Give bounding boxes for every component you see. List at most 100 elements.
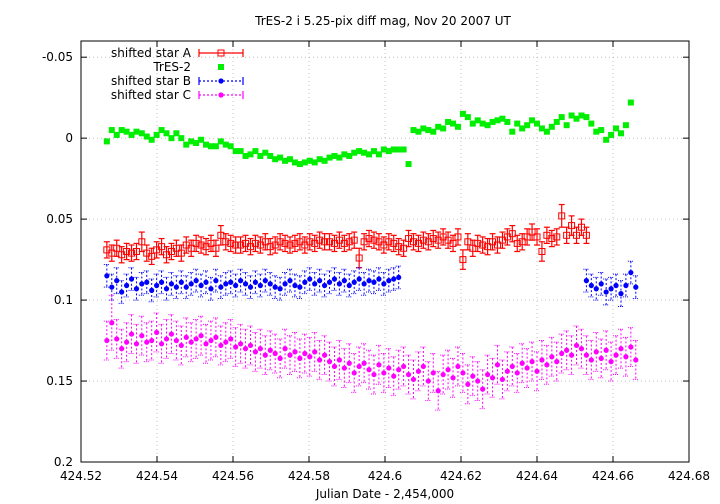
point-shifted-star-a <box>558 212 566 220</box>
point-shifted-star-b <box>198 282 204 289</box>
legend-marker-shifted-star-c <box>218 92 224 98</box>
point-tres-2 <box>430 128 437 135</box>
point-shifted-star-b <box>247 284 254 290</box>
point-shifted-star-c <box>282 346 288 352</box>
point-shifted-star-b <box>282 281 288 287</box>
point-shifted-star-c <box>297 355 303 361</box>
point-shifted-star-c <box>109 320 115 326</box>
point-tres-2 <box>445 118 452 125</box>
point-shifted-star-b <box>361 281 367 287</box>
point-shifted-star-c <box>598 355 604 361</box>
point-shifted-star-b <box>277 286 283 292</box>
point-shifted-star-b <box>203 279 209 285</box>
point-shifted-star-c <box>539 357 545 363</box>
point-shifted-star-c <box>198 333 204 339</box>
point-shifted-star-c <box>440 371 446 378</box>
point-shifted-star-a <box>355 254 363 262</box>
point-tres-2 <box>519 125 526 132</box>
point-shifted-star-a <box>395 243 403 251</box>
point-shifted-star-c <box>183 334 189 340</box>
point-tres-2 <box>247 151 254 158</box>
point-tres-2 <box>257 152 264 159</box>
point-shifted-star-c <box>633 357 639 363</box>
point-tres-2 <box>627 99 634 106</box>
point-shifted-star-a <box>508 230 516 238</box>
point-tres-2 <box>573 115 580 122</box>
point-tres-2 <box>588 120 595 127</box>
point-tres-2 <box>356 148 363 155</box>
point-shifted-star-b <box>104 273 110 279</box>
point-tres-2 <box>331 152 338 159</box>
point-tres-2 <box>301 159 308 166</box>
point-shifted-star-a <box>291 239 299 247</box>
point-shifted-star-c <box>554 359 560 365</box>
legend-label-shifted-star-c: shifted star C <box>111 88 191 102</box>
point-shifted-star-a <box>449 239 457 247</box>
point-tres-2 <box>291 159 298 166</box>
point-shifted-star-c <box>371 371 377 378</box>
point-tres-2 <box>262 149 269 156</box>
point-shifted-star-c <box>583 352 590 358</box>
point-shifted-star-b <box>128 276 135 282</box>
legend-marker-tres-2 <box>218 64 224 70</box>
point-shifted-star-c <box>568 352 575 358</box>
point-tres-2 <box>173 130 180 137</box>
point-shifted-star-c <box>509 363 515 370</box>
point-tres-2 <box>217 138 224 145</box>
point-shifted-star-c <box>504 368 510 374</box>
point-shifted-star-c <box>489 375 496 381</box>
point-tres-2 <box>459 110 466 117</box>
point-shifted-star-b <box>593 286 599 292</box>
point-tres-2 <box>237 148 244 155</box>
x-tick-label: 424.64 <box>516 469 558 483</box>
point-shifted-star-b <box>178 279 184 285</box>
point-tres-2 <box>464 114 471 121</box>
point-shifted-star-c <box>128 331 135 337</box>
point-shifted-star-b <box>223 281 229 287</box>
y-tick-label: 0.15 <box>46 374 73 388</box>
point-shifted-star-b <box>336 281 342 287</box>
point-shifted-star-c <box>524 365 530 371</box>
x-axis-label: Julian Date - 2,454,000 <box>315 487 454 501</box>
point-tres-2 <box>410 127 417 134</box>
point-shifted-star-c <box>139 333 145 339</box>
point-shifted-star-a <box>582 231 590 239</box>
point-shifted-star-b <box>252 279 259 285</box>
point-shifted-star-b <box>173 284 179 290</box>
point-shifted-star-c <box>203 341 209 347</box>
point-shifted-star-c <box>104 337 110 344</box>
point-shifted-star-a <box>276 238 284 246</box>
series-tres-2 <box>103 99 634 168</box>
point-tres-2 <box>375 151 382 158</box>
point-shifted-star-c <box>564 347 570 353</box>
point-shifted-star-b <box>302 279 308 285</box>
point-shifted-star-a <box>286 241 294 249</box>
point-tres-2 <box>514 120 521 127</box>
point-shifted-star-a <box>410 238 417 246</box>
point-shifted-star-b <box>272 284 278 290</box>
point-shifted-star-b <box>396 274 402 281</box>
point-shifted-star-b <box>356 276 362 282</box>
legend-label-tres-2: TrES-2 <box>152 60 191 74</box>
series-layer <box>103 99 639 411</box>
point-tres-2 <box>108 127 115 134</box>
point-shifted-star-c <box>233 344 239 350</box>
point-tres-2 <box>529 117 536 124</box>
point-shifted-star-b <box>297 284 303 290</box>
point-shifted-star-c <box>267 347 273 353</box>
point-shifted-star-a <box>108 249 116 257</box>
point-shifted-star-c <box>178 342 184 349</box>
point-shifted-star-b <box>371 279 377 285</box>
point-shifted-star-a <box>528 228 536 236</box>
point-shifted-star-c <box>292 349 298 355</box>
point-tres-2 <box>118 127 125 134</box>
point-shifted-star-a <box>454 233 462 241</box>
point-shifted-star-b <box>351 279 357 285</box>
point-shifted-star-a <box>474 239 482 247</box>
point-tres-2 <box>568 112 575 119</box>
point-shifted-star-a <box>365 235 373 243</box>
point-shifted-star-a <box>232 241 240 249</box>
point-tres-2 <box>222 141 229 148</box>
